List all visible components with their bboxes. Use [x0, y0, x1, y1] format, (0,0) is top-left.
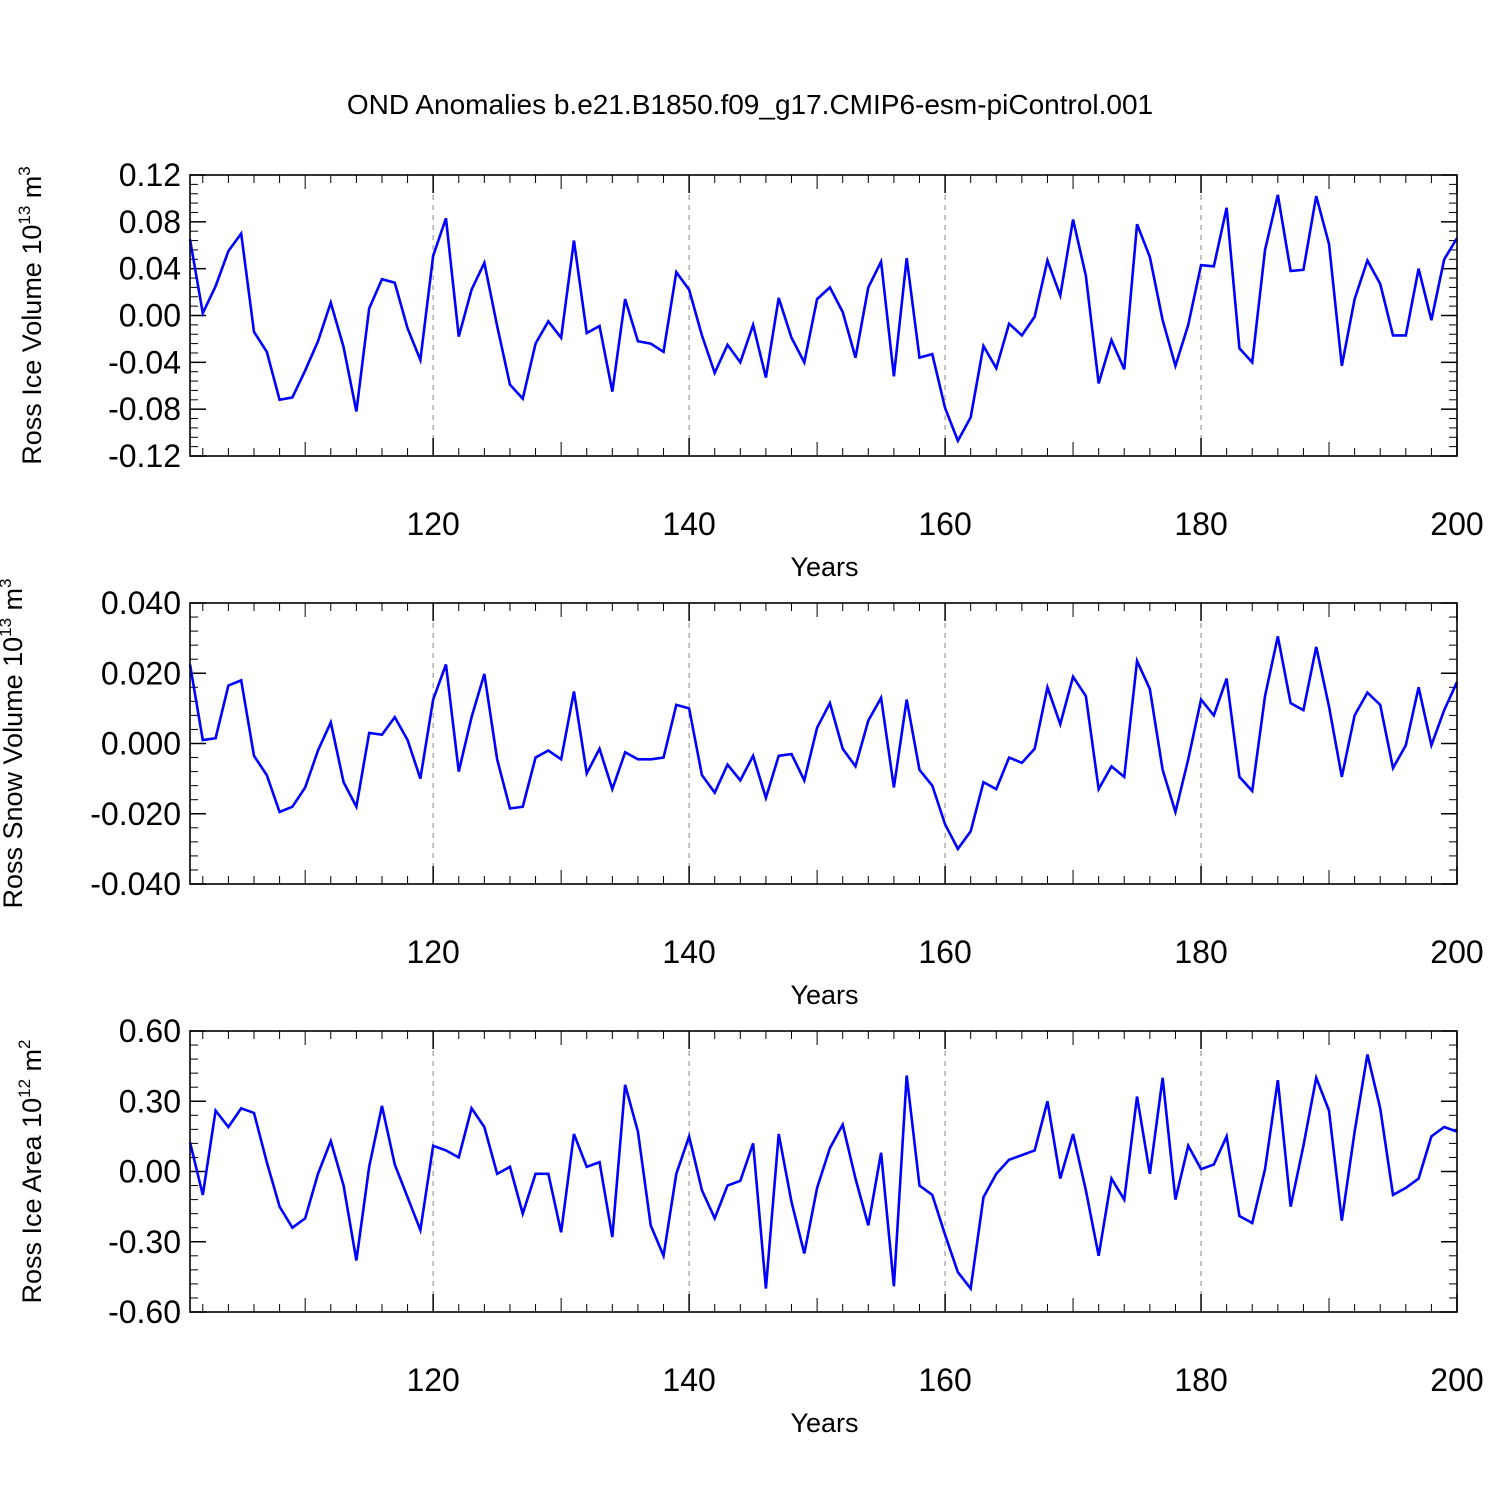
xtick-label-140: 140 — [662, 1362, 715, 1398]
ytick-label: 0.60 — [119, 1013, 181, 1049]
ytick-label: 0.00 — [119, 298, 181, 334]
ytick-label: -0.020 — [90, 796, 181, 832]
panel-ice-volume: 120 140 160 180 200 -0.12 -0.08 -0.04 0.00 0.04 0.… — [15, 157, 1484, 582]
panel-ice-area: 120 140 160 180 200 -0.60 -0.30 0.00 0.30 0.60 Yea… — [15, 1013, 1484, 1438]
ytick-label: -0.08 — [108, 391, 181, 427]
xtick-label-160: 160 — [918, 934, 971, 970]
xtick-label-160: 160 — [918, 506, 971, 542]
xtick-label-180: 180 — [1174, 1362, 1227, 1398]
xtick-label-120: 120 — [406, 934, 459, 970]
ytick-label: 0.08 — [119, 204, 181, 240]
x-axis-title: Years — [790, 980, 858, 1010]
chart-panels: 120 140 160 180 200 -0.12 -0.08 -0.04 0.00 0.04 0.… — [0, 157, 1484, 1438]
ytick-label: -0.60 — [108, 1294, 181, 1330]
series-line-ice-area — [188, 1054, 1458, 1292]
xtick-label-200: 200 — [1430, 506, 1483, 542]
x-axis-title: Years — [790, 1408, 858, 1438]
plot-frame-ice-volume — [189, 174, 1458, 457]
xtick-label-180: 180 — [1174, 934, 1227, 970]
ytick-label: -0.040 — [90, 866, 181, 902]
xtick-label-160: 160 — [918, 1362, 971, 1398]
ytick-label: 0.12 — [119, 157, 181, 193]
y-axis-title: Ross Ice Area 1012 m2 — [15, 1039, 47, 1303]
plot-frame-ice-area — [189, 1030, 1458, 1313]
ytick-label: -0.30 — [108, 1224, 181, 1260]
ytick-label: -0.12 — [108, 438, 181, 474]
ytick-label: 0.040 — [101, 585, 181, 621]
series-line-ice-volume — [188, 194, 1459, 444]
ytick-label: -0.04 — [108, 344, 181, 380]
figure-title: OND Anomalies b.e21.B1850.f09_g17.CMIP6-… — [347, 89, 1153, 120]
ytick-label: 0.04 — [119, 251, 181, 287]
y-axis-title: Ross Snow Volume 1013 m3 — [0, 578, 28, 908]
ytick-label: 0.00 — [119, 1154, 181, 1190]
xtick-label-200: 200 — [1430, 934, 1483, 970]
y-axis-title: Ross Ice Volume 1013 m3 — [15, 166, 47, 465]
xtick-label-120: 120 — [406, 506, 459, 542]
x-axis-title: Years — [790, 552, 858, 582]
xtick-label-120: 120 — [406, 1362, 459, 1398]
ytick-label: 0.30 — [119, 1083, 181, 1119]
ytick-label: 0.000 — [101, 726, 181, 762]
xtick-label-140: 140 — [662, 506, 715, 542]
series-line-snow-volume — [188, 636, 1459, 852]
xtick-label-140: 140 — [662, 934, 715, 970]
xtick-label-180: 180 — [1174, 506, 1227, 542]
panel-snow-volume: 120 140 160 180 200 -0.040 -0.020 0.000 0.020 0.0… — [0, 578, 1484, 1010]
plot-frame-snow-volume — [189, 602, 1458, 885]
xtick-label-200: 200 — [1430, 1362, 1483, 1398]
ytick-label: 0.020 — [101, 655, 181, 691]
